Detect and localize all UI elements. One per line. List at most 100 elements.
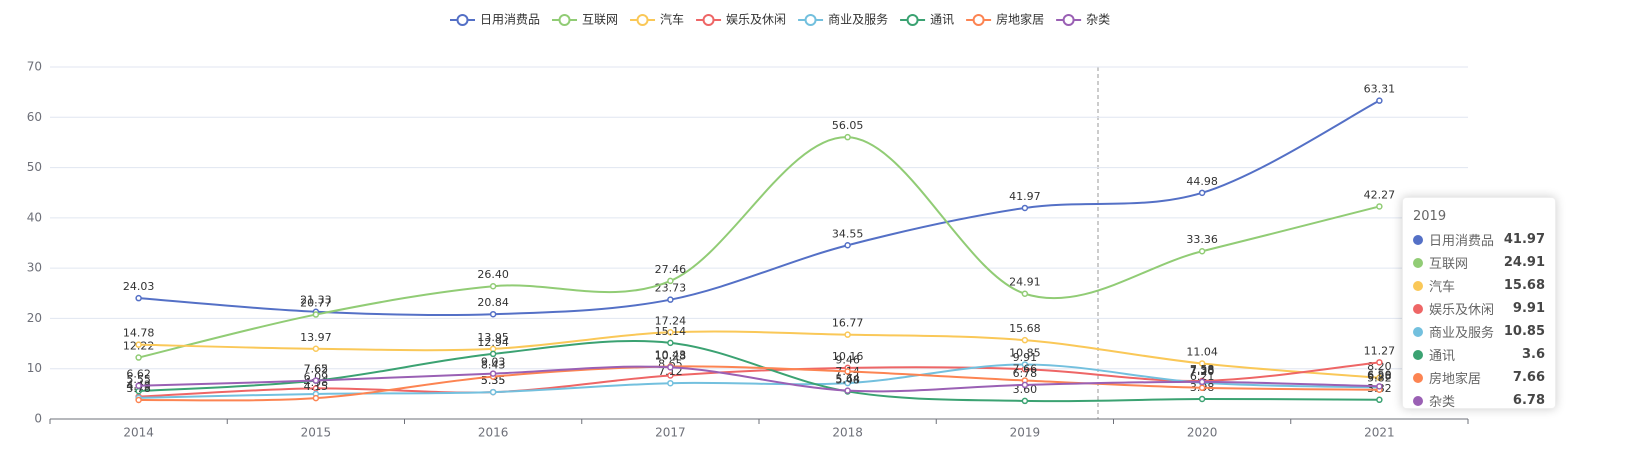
y-tick-label: 40: [27, 210, 42, 224]
legend-label: 房地家居: [996, 12, 1044, 27]
point: [135, 294, 142, 302]
value-label: 44.98: [1186, 175, 1218, 188]
tooltip-marker: [1413, 349, 1423, 360]
tooltip-marker: [1413, 280, 1423, 291]
y-tick-label: 10: [27, 361, 42, 375]
point: [1021, 204, 1029, 212]
value-label: 26.40: [477, 268, 509, 281]
tooltip-value: 41.97: [1503, 232, 1545, 247]
tooltip-name: 商业及服务: [1429, 326, 1495, 341]
y-tick-label: 0: [34, 412, 42, 426]
point: [844, 379, 851, 387]
y-tick-label: 70: [27, 60, 42, 74]
x-tick-label: 2019: [1010, 426, 1041, 440]
value-label: 6.21: [1190, 370, 1215, 383]
legend-item[interactable]: 杂类: [1056, 13, 1110, 27]
legend-icon: [636, 14, 649, 26]
legend-item[interactable]: 日用消费品: [450, 13, 540, 27]
point: [1021, 336, 1029, 344]
series-line: [138, 99, 1380, 317]
point: [667, 296, 674, 303]
point: [1021, 381, 1029, 389]
point: [1376, 359, 1383, 366]
value-label: 12.94: [477, 336, 509, 349]
x-tick-label: 2017: [655, 426, 686, 440]
value-label: 13.95: [477, 331, 509, 344]
legend-item[interactable]: 互联网: [552, 13, 618, 27]
x-tick-label: 2021: [1364, 426, 1395, 440]
tooltip-marker: [1413, 395, 1423, 406]
tooltip-name: 日用消费品: [1429, 234, 1495, 249]
point: [1198, 384, 1206, 392]
point: [312, 377, 320, 384]
legend-item[interactable]: 商业及服务: [798, 12, 888, 27]
series-line: [138, 340, 1380, 403]
series-line: [138, 136, 1380, 359]
tooltip-name: 杂类: [1429, 395, 1456, 410]
value-label: 8.43: [481, 359, 506, 372]
legend-label: 汽车: [660, 12, 684, 27]
y-tick-label: 50: [27, 160, 42, 174]
legend-label: 通讯: [930, 13, 954, 27]
value-label: 15.68: [1009, 322, 1041, 335]
tooltip-value: 6.78: [1512, 393, 1545, 408]
value-label: 7.38: [1190, 364, 1215, 377]
value-label: 4.15: [304, 380, 329, 393]
value-label: 13.97: [300, 331, 332, 344]
tooltip-row: 房地家居 7.66: [1413, 366, 1545, 389]
tooltip-row: 日用消费品 41.97: [1413, 228, 1545, 251]
tooltip-row: 通讯 3.6: [1413, 343, 1545, 366]
point: [1198, 247, 1206, 255]
point: [667, 339, 674, 347]
value-label: 5.48: [835, 373, 860, 386]
x-tick-label: 2016: [478, 426, 509, 440]
point: [1021, 290, 1029, 297]
point: [1021, 397, 1029, 405]
legend-item[interactable]: 通讯: [900, 13, 954, 27]
point: [489, 310, 497, 318]
point: [135, 354, 142, 361]
point: [667, 372, 674, 379]
legend-icon: [558, 14, 571, 26]
legend-item[interactable]: 房地家居: [966, 12, 1044, 27]
legend-label: 娱乐及休闲: [726, 13, 786, 27]
legend-item[interactable]: 汽车: [630, 12, 684, 27]
value-label: 7.66: [1013, 362, 1038, 375]
point: [1198, 189, 1206, 197]
tooltip-value: 9.91: [1512, 301, 1545, 316]
value-label: 7.58: [1190, 363, 1215, 376]
legend-icon: [804, 14, 817, 26]
value-label: 11.27: [1364, 344, 1396, 357]
tooltip-name: 娱乐及休闲: [1429, 303, 1495, 318]
value-label: 9.46: [835, 353, 860, 366]
value-label: 14.78: [123, 327, 155, 340]
tooltip-value: 15.68: [1503, 278, 1545, 293]
tooltip-value: 24.91: [1503, 255, 1545, 270]
legend-icon: [906, 14, 919, 26]
point: [135, 382, 142, 389]
series-line: [138, 330, 1380, 379]
tooltip: 2019 日用消费品 41.97 互联网 24.91 汽车 15.68 娱乐及休闲 9.91 商业…: [1402, 197, 1556, 410]
tooltip-marker: [1413, 372, 1423, 383]
value-label: 33.36: [1186, 233, 1218, 246]
point: [844, 387, 851, 394]
value-label: 42.27: [1364, 188, 1396, 201]
point: [312, 394, 320, 402]
tooltip-value: 10.85: [1503, 324, 1545, 339]
value-label: 10.43: [655, 349, 687, 362]
value-label: 20.84: [477, 296, 509, 309]
y-tick-label: 60: [27, 110, 42, 124]
y-tick-label: 30: [27, 261, 42, 275]
series-line: [138, 365, 1380, 402]
tooltip-row: 娱乐及休闲 9.91: [1413, 297, 1545, 320]
legend-item[interactable]: 娱乐及休闲: [696, 13, 786, 27]
point: [844, 133, 851, 141]
tooltip-marker: [1413, 326, 1423, 337]
legend-icon: [1062, 14, 1075, 26]
point: [844, 331, 851, 338]
value-label: 63.31: [1364, 83, 1396, 96]
point: [312, 311, 320, 318]
value-label: 15.14: [655, 325, 687, 338]
value-label: 9.91: [1013, 351, 1038, 364]
